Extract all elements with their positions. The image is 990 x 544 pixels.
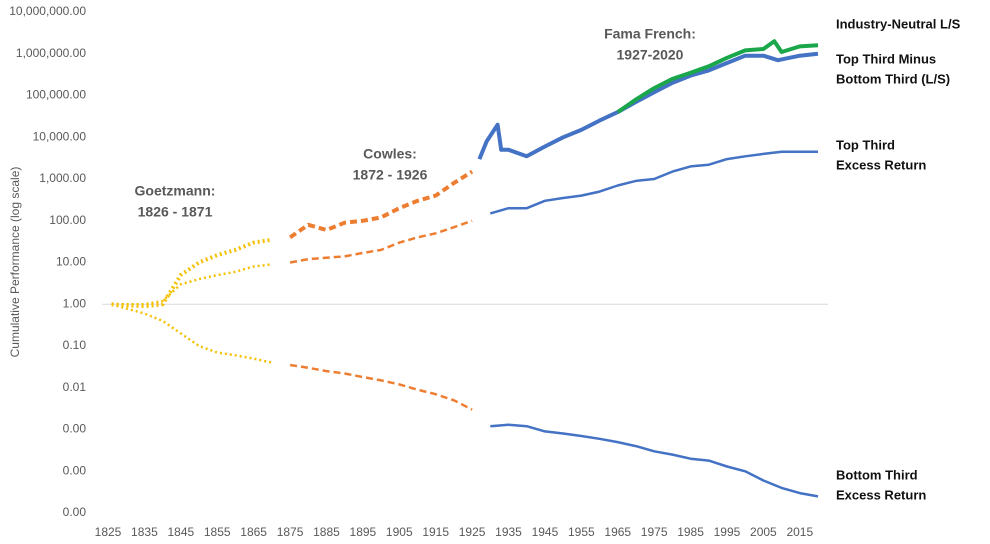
x-tick-label: 1865 <box>240 525 267 539</box>
series-label: Bottom Third <box>836 467 918 482</box>
y-tick-label: 10,000.00 <box>33 129 87 143</box>
series-line <box>288 169 474 240</box>
series-line <box>490 423 819 498</box>
era-label: 1826 - 1871 <box>138 204 213 220</box>
x-tick-label: 1885 <box>313 525 340 539</box>
y-tick-label: 0.01 <box>63 380 87 394</box>
x-tick-label: 1995 <box>714 525 741 539</box>
y-tick-label: 1,000.00 <box>39 171 86 185</box>
x-tick-label: 1945 <box>532 525 559 539</box>
y-tick-label: 0.00 <box>63 422 87 436</box>
series-line <box>289 363 473 411</box>
series-line <box>477 51 819 160</box>
series-line <box>289 219 473 264</box>
y-tick-label: 100,000.00 <box>26 88 86 102</box>
series-line <box>111 237 273 309</box>
y-axis-label: Cumulative Performance (log scale) <box>8 167 22 358</box>
y-tick-label: 0.00 <box>63 463 87 477</box>
y-tick-label: 1,000,000.00 <box>16 46 86 60</box>
x-tick-label: 1825 <box>95 525 122 539</box>
x-tick-label: 1845 <box>167 525 194 539</box>
era-label: Fama French: <box>604 26 696 42</box>
series-line <box>489 150 818 215</box>
series-label: Industry-Neutral L/S <box>836 16 961 31</box>
era-label: Goetzmann: <box>135 183 216 199</box>
x-tick-label: 2015 <box>786 525 813 539</box>
y-tick-label: 10,000,000.00 <box>9 4 86 18</box>
series-line <box>111 303 273 364</box>
x-tick-label: 2005 <box>750 525 777 539</box>
series-label: Excess Return <box>836 487 926 502</box>
series-line <box>616 39 819 114</box>
x-tick-label: 1925 <box>459 525 486 539</box>
y-tick-label: 0.10 <box>63 338 87 352</box>
era-label: 1927-2020 <box>617 47 684 63</box>
y-tick-label: 10.00 <box>56 255 86 269</box>
x-tick-label: 1935 <box>495 525 522 539</box>
x-tick-label: 1955 <box>568 525 595 539</box>
y-tick-label: 1.00 <box>63 296 87 310</box>
series-label: Bottom Third (L/S) <box>836 71 950 86</box>
series-label: Top Third Minus <box>836 51 936 66</box>
x-tick-label: 1975 <box>641 525 668 539</box>
x-tick-label: 1915 <box>422 525 449 539</box>
era-label: 1872 - 1926 <box>353 167 428 183</box>
x-tick-label: 1875 <box>277 525 304 539</box>
x-tick-label: 1835 <box>131 525 158 539</box>
x-tick-label: 1855 <box>204 525 231 539</box>
series-line <box>111 263 272 306</box>
x-tick-label: 1895 <box>350 525 377 539</box>
y-tick-label: 100.00 <box>49 213 86 227</box>
series-label: Top Third <box>836 137 895 152</box>
x-tick-label: 1965 <box>604 525 631 539</box>
era-label: Cowles: <box>363 146 417 162</box>
y-tick-label: 0.00 <box>63 505 87 519</box>
series-label: Excess Return <box>836 157 926 172</box>
x-tick-label: 1985 <box>677 525 704 539</box>
x-tick-label: 1905 <box>386 525 413 539</box>
